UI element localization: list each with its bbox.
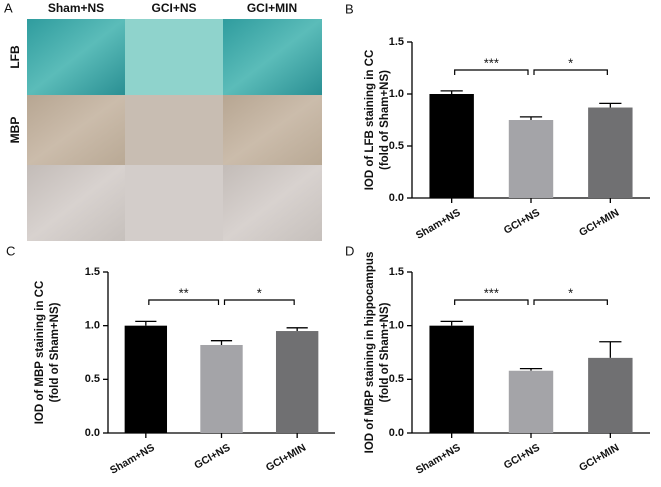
micrographs (27, 19, 322, 241)
significance-bracket (223, 299, 295, 305)
significance-label: * (568, 55, 573, 70)
bar (508, 120, 554, 198)
column-header: Sham+NS (48, 1, 104, 15)
bar (588, 357, 633, 433)
y-axis-label: IOD of MBP staining in CC (34, 281, 46, 425)
image (223, 165, 322, 241)
significance-bracket (533, 69, 608, 75)
row-header: MBP (8, 117, 22, 144)
significance-label: *** (484, 285, 499, 300)
y-tick-label: 1.5 (85, 266, 100, 278)
image (27, 95, 125, 165)
y-axis-label: IOD of LFB staining in CC (364, 50, 376, 191)
image (125, 95, 223, 165)
image (27, 165, 125, 241)
bar (429, 325, 474, 433)
y-tick-label: 0.5 (85, 373, 100, 385)
bar (508, 370, 554, 433)
image (223, 19, 322, 95)
image (27, 19, 125, 95)
x-tick-label: GCI+MIN (577, 207, 621, 239)
x-tick-label: Sham+NS (414, 207, 463, 242)
y-tick-label: 0.0 (389, 427, 404, 439)
bar (429, 94, 474, 198)
x-tick-label: GCI+NS (192, 442, 232, 472)
significance-bracket (148, 299, 220, 305)
significance-bracket (533, 299, 608, 305)
y-tick-label: 1.0 (85, 320, 100, 332)
significance-bracket (454, 299, 529, 305)
bar (124, 325, 168, 433)
y-axis-label: (fold of Sham+NS) (379, 70, 391, 170)
panel-label: A (4, 0, 13, 15)
bar (588, 107, 633, 198)
y-tick-label: 1.0 (389, 88, 404, 100)
y-tick-label: 1.5 (389, 266, 404, 278)
panel-label: C (6, 243, 15, 258)
image (125, 165, 223, 241)
y-tick-label: 0.0 (389, 192, 404, 204)
y-axis-label: IOD of MBP staining in hippocampus (364, 252, 376, 454)
x-tick-label: GCI+NS (502, 442, 542, 472)
significance-bracket (454, 69, 529, 75)
x-tick-label: Sham+NS (414, 442, 463, 477)
significance-label: * (568, 285, 573, 300)
x-tick-label: GCI+MIN (577, 442, 621, 474)
panel-label: B (345, 1, 354, 16)
y-axis-label: (fold of Sham+NS) (379, 302, 391, 402)
image (125, 19, 223, 95)
x-tick-label: GCI+MIN (264, 442, 308, 474)
bar (200, 344, 243, 433)
column-header: GCI+NS (151, 1, 196, 15)
x-tick-label: Sham+NS (108, 442, 157, 477)
bar (275, 331, 319, 433)
significance-label: *** (484, 55, 499, 70)
row-header: LFB (8, 45, 22, 69)
y-tick-label: 1.0 (389, 320, 404, 332)
y-tick-label: 1.5 (389, 36, 404, 48)
significance-label: * (257, 285, 262, 300)
x-tick-label: GCI+NS (502, 207, 542, 237)
y-axis-label: (fold of Sham+NS) (49, 302, 61, 402)
significance-label: ** (179, 285, 189, 300)
image (223, 95, 322, 165)
y-tick-label: 0.5 (389, 140, 404, 152)
column-header: GCI+MIN (247, 1, 297, 15)
panel-label: D (345, 243, 354, 258)
y-tick-label: 0.5 (389, 373, 404, 385)
y-tick-label: 0.0 (85, 427, 100, 439)
